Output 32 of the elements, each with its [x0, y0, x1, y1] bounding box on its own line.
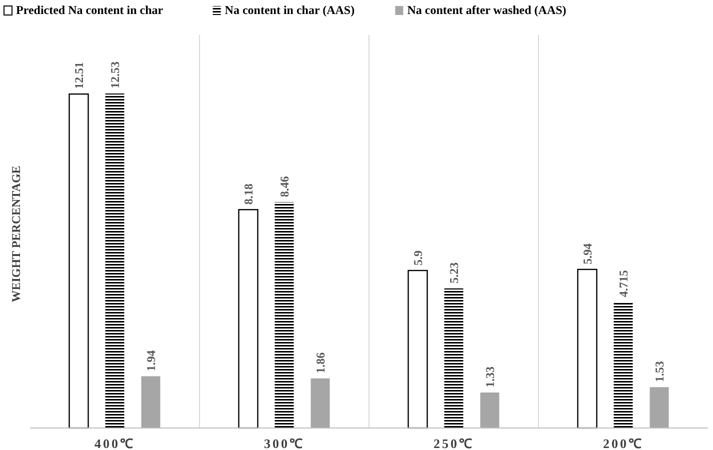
- bar: [650, 387, 669, 428]
- bar: [444, 288, 464, 428]
- bar: [480, 392, 500, 428]
- data-label: 1.94: [144, 350, 158, 372]
- bar: [68, 93, 89, 429]
- data-label: 12.51: [72, 62, 86, 90]
- x-tick-label: 250℃: [434, 436, 474, 450]
- y-axis-title: WEIGHT PERCENTAGE: [9, 166, 23, 302]
- data-label: 1.53: [652, 361, 666, 382]
- bar: [274, 202, 294, 428]
- bar: [310, 378, 330, 428]
- bar: [105, 94, 124, 428]
- x-tick-label: 400℃: [94, 436, 135, 450]
- legend-label: Na content after washed (AAS): [407, 3, 566, 17]
- legend-label: Na content in char (AAS): [224, 3, 355, 17]
- data-label: 1.86: [313, 352, 328, 374]
- bar: [141, 376, 160, 428]
- data-label: 8.18: [241, 184, 256, 205]
- bar: [238, 209, 258, 429]
- data-label: 8.46: [277, 176, 292, 198]
- x-tick-label: 200℃: [603, 436, 644, 450]
- data-label: 5.94: [580, 243, 594, 264]
- data-label: 5.9: [410, 250, 425, 266]
- data-label: 4.715: [616, 270, 630, 298]
- data-label: 1.33: [482, 366, 497, 388]
- bar: [614, 302, 633, 428]
- bar: [408, 270, 428, 429]
- legend-label: Predicted Na content in char: [16, 3, 164, 17]
- data-label: 5.23: [446, 262, 461, 284]
- data-label: 12.53: [108, 62, 122, 89]
- bar: [577, 268, 598, 429]
- x-tick-label: 300℃: [264, 436, 304, 450]
